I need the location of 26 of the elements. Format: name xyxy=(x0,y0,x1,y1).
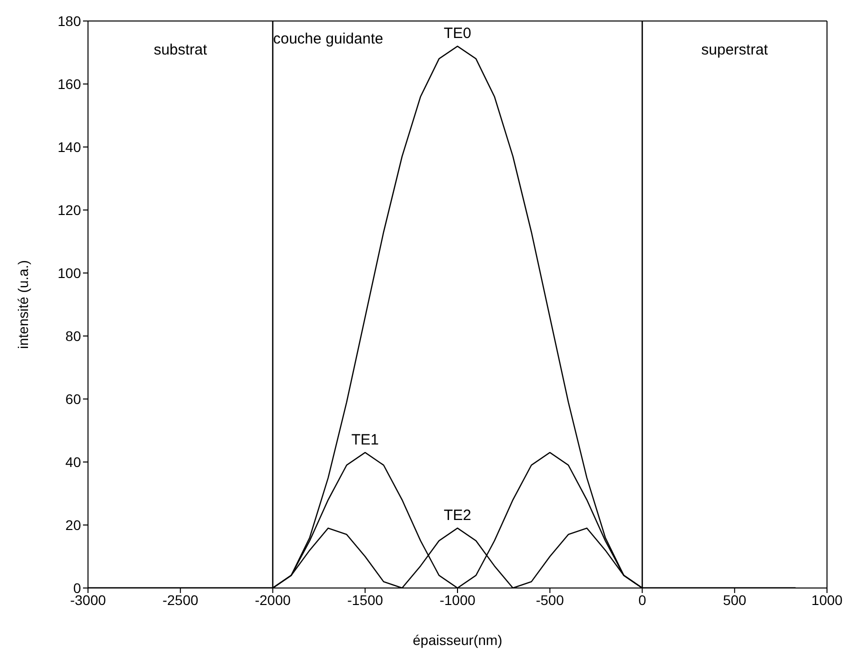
x-tick-label: -500 xyxy=(536,592,564,608)
x-tick-label: 0 xyxy=(638,592,646,608)
y-tick-label: 180 xyxy=(58,12,82,29)
x-tick-label: 500 xyxy=(722,592,747,608)
annotation: superstrat xyxy=(701,42,769,59)
y-tick-label: 140 xyxy=(58,138,82,155)
y-tick-label: 40 xyxy=(65,454,82,470)
x-tick-label: -2000 xyxy=(254,592,291,608)
x-axis-title: épaisseur(nm) xyxy=(412,632,502,648)
y-tick-label: 20 xyxy=(65,516,82,533)
annotation: couche guidante xyxy=(273,30,384,48)
y-tick-label: 80 xyxy=(65,328,82,344)
annotation: substrat xyxy=(154,42,208,59)
x-tick-label: -1000 xyxy=(440,592,476,608)
y-tick-label: 60 xyxy=(65,390,82,407)
y-tick-label: 100 xyxy=(58,264,82,281)
y-axis-title: intensité (u.a.) xyxy=(14,260,31,349)
x-tick-label: -1500 xyxy=(347,592,384,608)
series-label: TE1 xyxy=(351,432,379,449)
series-label: TE0 xyxy=(444,25,472,42)
y-tick-label: 160 xyxy=(58,76,82,92)
x-tick-label: -2500 xyxy=(162,592,198,608)
x-tick-label: 1000 xyxy=(811,592,843,608)
series-label: TE2 xyxy=(444,507,472,524)
y-tick-label: 0 xyxy=(73,580,82,596)
y-tick-label: 120 xyxy=(58,202,82,218)
